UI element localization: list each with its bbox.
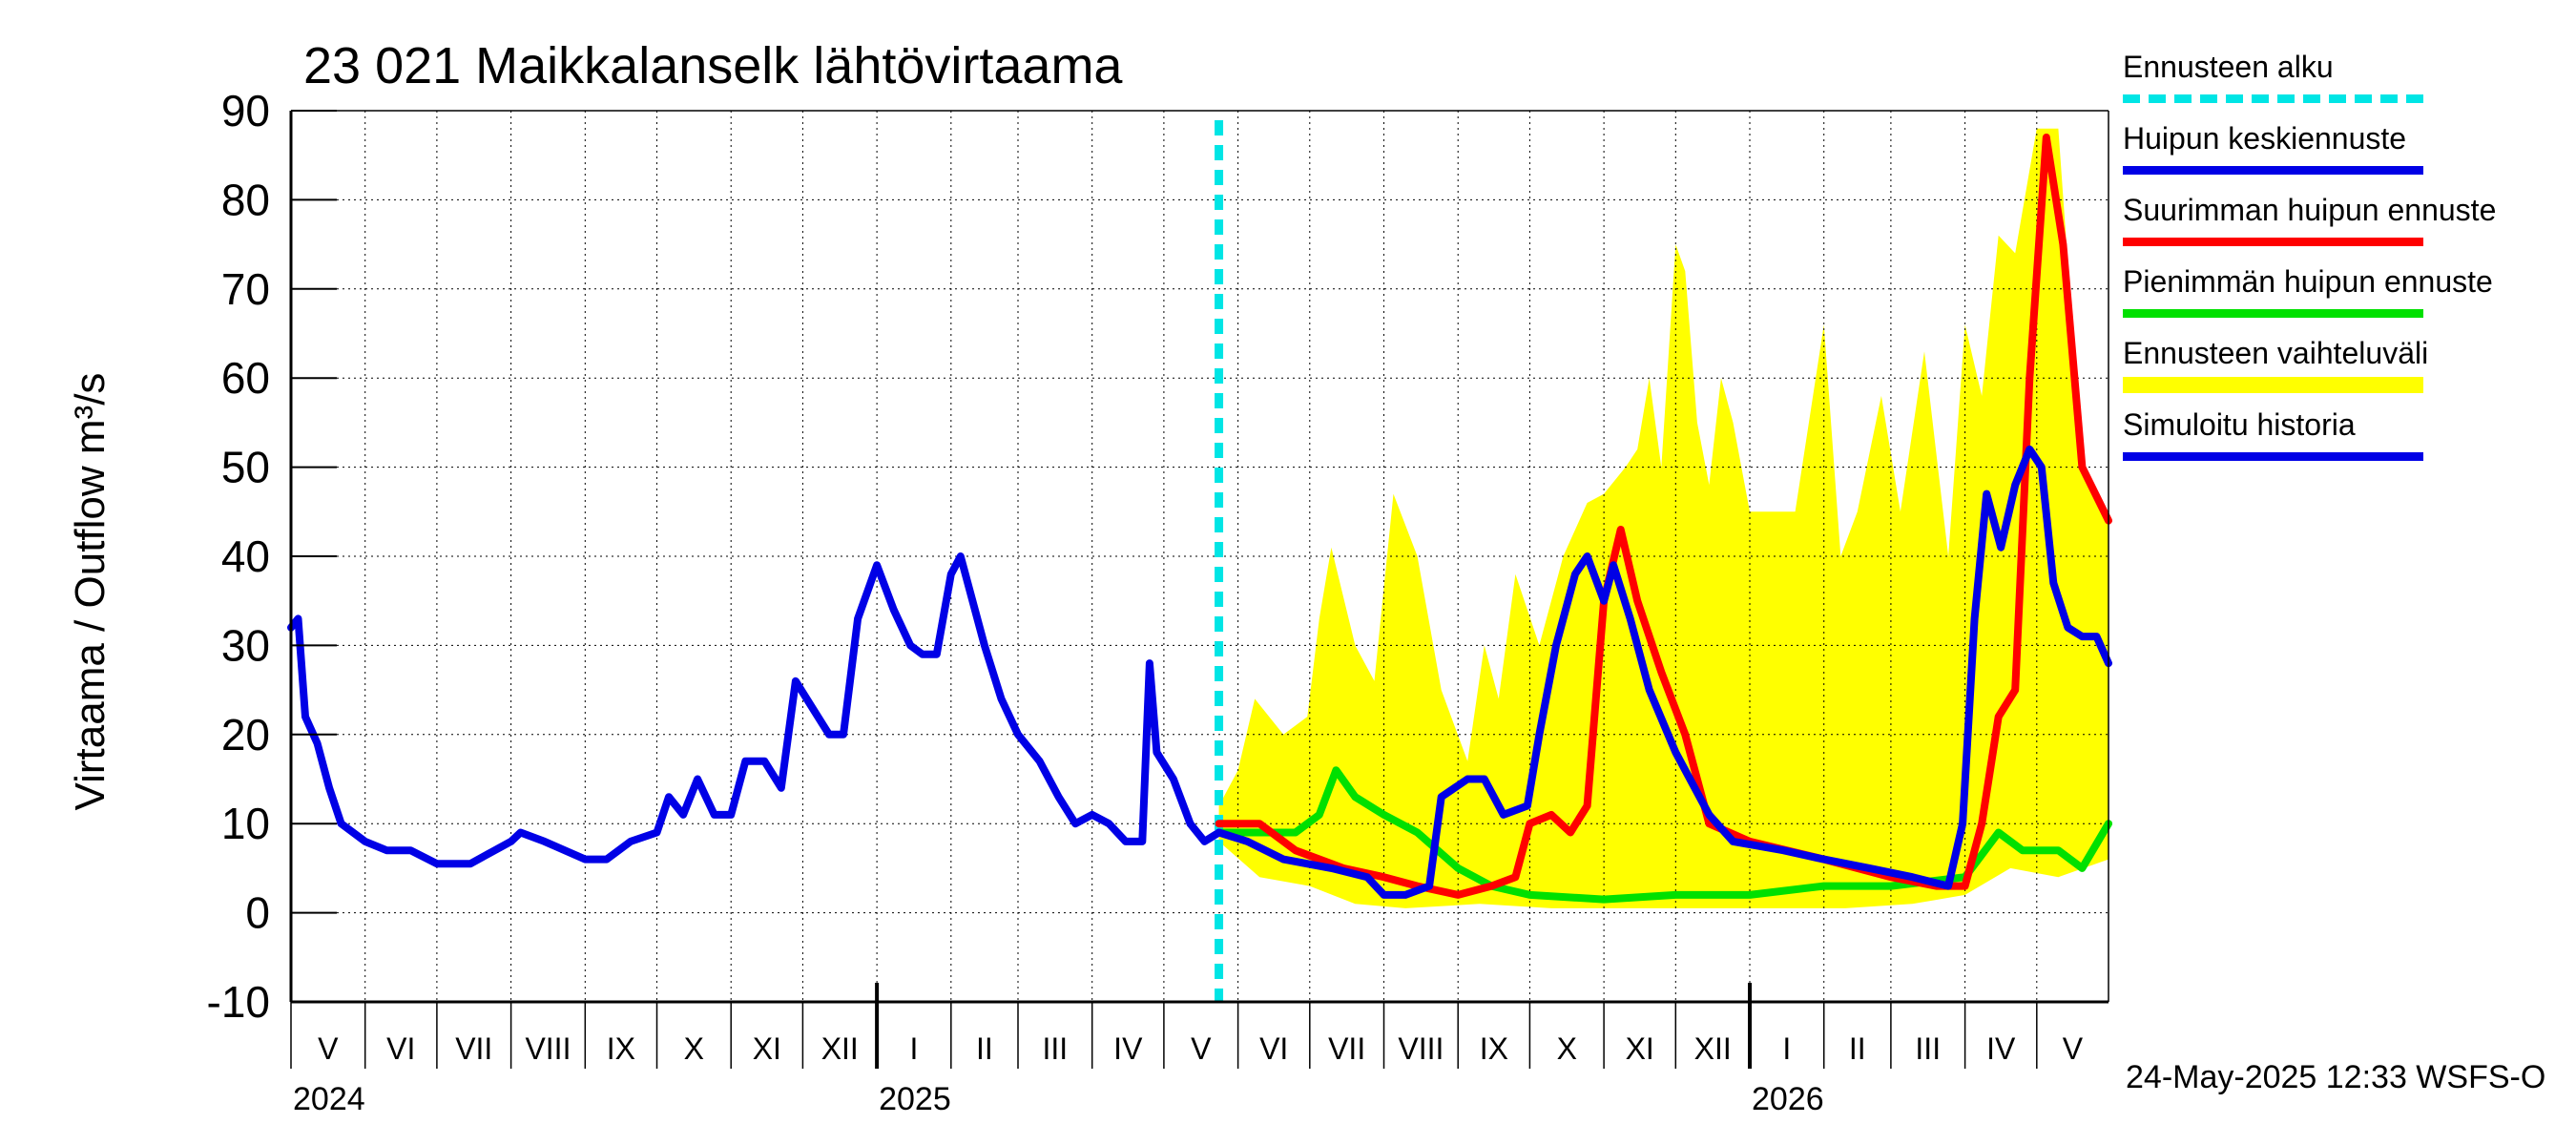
legend-label: Huipun keskiennuste [2123, 121, 2407, 156]
legend-label: Ennusteen alku [2123, 50, 2334, 84]
x-year-label: 2026 [1752, 1081, 1824, 1117]
legend-label: Ennusteen vaihteluväli [2123, 336, 2429, 370]
legend-swatch [2123, 377, 2423, 393]
legend-item-forecast-start: Ennusteen alku [2123, 50, 2562, 121]
x-month-label: V [2063, 1031, 2084, 1066]
y-tick-label: 70 [221, 264, 270, 314]
x-month-label: I [1782, 1031, 1791, 1066]
legend-swatch [2123, 309, 2423, 318]
x-month-label: VI [386, 1031, 415, 1066]
x-month-label: I [910, 1031, 919, 1066]
y-tick-label: -10 [207, 977, 270, 1027]
legend-swatch [2123, 452, 2423, 461]
y-tick-label: 0 [245, 888, 270, 938]
legend-item-max-peak: Suurimman huipun ennuste [2123, 193, 2562, 264]
y-tick-label: 30 [221, 620, 270, 670]
x-year-label: 2024 [293, 1081, 365, 1117]
y-tick-label: 40 [221, 531, 270, 581]
forecast-range-band [1218, 128, 2109, 908]
mean-peak-forecast-line [1215, 445, 2112, 899]
x-month-label: VIII [525, 1031, 571, 1066]
x-month-label: IV [1986, 1031, 2016, 1066]
x-month-label: XII [821, 1031, 859, 1066]
x-month-label: VI [1259, 1031, 1288, 1066]
axis-layer [289, 110, 2109, 1069]
x-month-label: X [684, 1031, 704, 1066]
legend-label: Simuloitu historia [2123, 407, 2356, 442]
x-month-label: VIII [1398, 1031, 1444, 1066]
y-axis-label: Virtaama / Outflow m³/s [67, 372, 114, 811]
legend-label: Suurimman huipun ennuste [2123, 193, 2497, 227]
min-peak-forecast-line [1215, 766, 2112, 904]
x-month-label: VII [455, 1031, 492, 1066]
legend-item-min-peak: Pienimmän huipun ennuste [2123, 264, 2562, 336]
y-tick-label: 90 [221, 86, 270, 135]
forecast-band-layer [1218, 128, 2109, 908]
y-tick-label: 80 [221, 175, 270, 224]
legend-swatch [2123, 238, 2423, 246]
series-layer [287, 134, 2112, 904]
x-month-label: XI [1626, 1031, 1654, 1066]
simulated-history-line [287, 552, 1223, 868]
x-month-label: XII [1694, 1031, 1732, 1066]
x-month-label: VII [1328, 1031, 1365, 1066]
x-month-label: II [976, 1031, 993, 1066]
y-tick-label: 60 [221, 353, 270, 403]
chart-title: 23 021 Maikkalanselk lähtövirtaama [303, 37, 1123, 94]
legend-swatch [2123, 166, 2423, 175]
x-tick-labels: V VI VII VIII IX X XI XII I II III IV V VI VII VIII IX X X… [293, 1031, 2084, 1117]
x-month-label: III [1915, 1031, 1941, 1066]
x-month-label: IV [1113, 1031, 1143, 1066]
legend-label: Pienimmän huipun ennuste [2123, 264, 2493, 299]
y-tick-labels: -10 0 10 20 30 40 50 60 70 80 90 [207, 86, 270, 1027]
x-month-label: XI [753, 1031, 781, 1066]
legend-item-forecast-range: Ennusteen vaihteluväli [2123, 336, 2562, 407]
x-month-label: IX [1480, 1031, 1508, 1066]
legend-swatch [2123, 94, 2423, 103]
legend-item-mean-peak: Huipun keskiennuste [2123, 121, 2562, 193]
legend: Ennusteen alku Huipun keskiennuste Suuri… [2123, 50, 2562, 479]
x-month-label: IX [607, 1031, 635, 1066]
y-tick-label: 10 [221, 799, 270, 848]
timestamp-footer: 24-May-2025 12:33 WSFS-O [2126, 1059, 2546, 1095]
y-tick-label: 50 [221, 443, 270, 492]
x-month-label: X [1557, 1031, 1577, 1066]
x-month-label: II [1849, 1031, 1866, 1066]
x-month-label: V [1191, 1031, 1212, 1066]
y-tick-label: 20 [221, 710, 270, 760]
x-year-label: 2025 [879, 1081, 951, 1117]
x-month-label: III [1043, 1031, 1069, 1066]
x-month-label: V [318, 1031, 339, 1066]
legend-item-simulated-history: Simuloitu historia [2123, 407, 2562, 479]
